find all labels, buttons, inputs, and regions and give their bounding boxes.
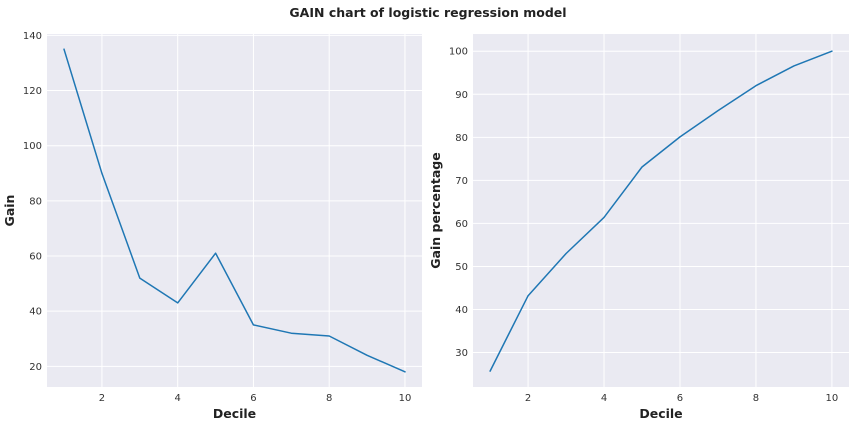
gain-y-tick-label: 120: [23, 86, 42, 97]
gain-percentage-y-tick-label: 80: [455, 133, 468, 144]
gain-y-tick-label: 100: [23, 141, 42, 152]
figure-title: GAIN chart of logistic regression model: [289, 5, 566, 20]
gain-x-tick-label: 8: [326, 393, 332, 404]
gain-percentage-y-tick-label: 100: [449, 47, 468, 58]
gain-y-tick-label: 140: [23, 31, 42, 42]
gain-percentage-y-tick-label: 90: [455, 90, 468, 101]
gain-percentage-x-tick-label: 6: [677, 393, 683, 404]
gain-x-axis-label: Decile: [213, 406, 256, 421]
gain-percentage-x-axis-label: Decile: [639, 406, 682, 421]
gain-percentage-y-tick-label: 70: [455, 176, 468, 187]
gain-percentage-x-tick-label: 2: [525, 393, 531, 404]
gain-percentage-y-tick-label: 40: [455, 305, 468, 316]
gain-percentage-series-line: [489, 50, 833, 372]
gain-percentage-y-tick-label: 60: [455, 219, 468, 230]
gain-y-tick-label: 20: [29, 362, 42, 373]
gain-x-tick-label: 6: [250, 393, 256, 404]
gain-x-tick-label: 10: [399, 393, 412, 404]
gain-percentage-panel: 2 4 6 8 10 30 40 50 60 70 80 90 100 Decile Gain percen…: [428, 34, 849, 421]
gain-x-tick-label: 2: [99, 393, 105, 404]
gain-percentage-y-axis-label: Gain percentage: [428, 152, 443, 268]
gain-panel: 2 4 6 8 10 20 40 60 80 100 120 140 Decile Gain: [2, 31, 422, 421]
gain-percentage-plot-area: [473, 34, 849, 387]
gain-y-tick-label: 80: [29, 196, 42, 207]
gain-percentage-x-tick-label: 4: [601, 393, 607, 404]
gain-percentage-y-tick-label: 30: [455, 348, 468, 359]
gain-y-tick-label: 60: [29, 252, 42, 263]
gain-series-line: [63, 48, 406, 373]
gain-percentage-x-tick-label: 8: [753, 393, 759, 404]
gain-percentage-y-tick-label: 50: [455, 262, 468, 273]
gain-y-tick-label: 40: [29, 307, 42, 318]
gain-percentage-x-tick-label: 10: [826, 393, 839, 404]
gain-y-axis-label: Gain: [2, 195, 17, 227]
gain-x-tick-label: 4: [174, 393, 180, 404]
gain-plot-area: [47, 34, 422, 387]
